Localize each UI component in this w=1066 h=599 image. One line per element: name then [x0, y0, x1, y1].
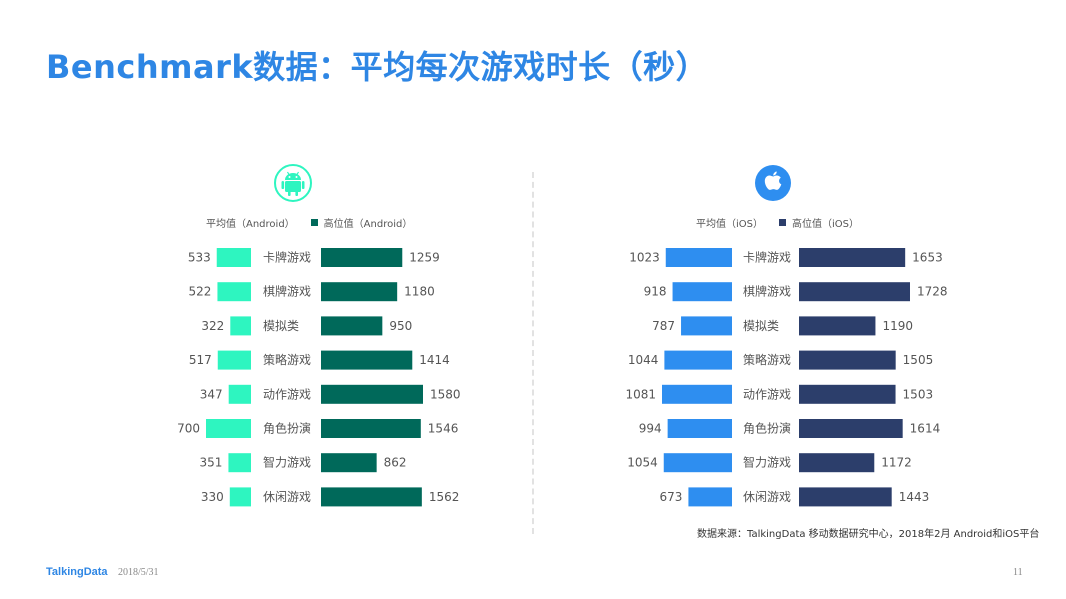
- category-label: 休闲游戏: [743, 490, 791, 504]
- category-label: 动作游戏: [263, 387, 311, 401]
- category-label: 智力游戏: [263, 455, 311, 470]
- bar-high: [321, 453, 377, 473]
- data-label-high: 1190: [882, 319, 913, 333]
- chart-android: [206, 248, 423, 507]
- bar-avg: [229, 487, 251, 507]
- data-label-avg: 330: [201, 490, 224, 504]
- bar-high: [321, 316, 383, 336]
- data-source-note: 数据来源：TalkingData 移动数据研究中心，2018年2月 Androi…: [697, 529, 1040, 540]
- data-label-avg: 533: [188, 251, 211, 265]
- bar-avg: [217, 282, 251, 302]
- legend-ios: 平均值（iOS） 高位值（iOS）: [696, 215, 859, 230]
- bar-avg: [663, 453, 732, 473]
- data-label-avg: 994: [639, 422, 662, 436]
- data-label-avg: 351: [200, 456, 223, 470]
- page-title: Benchmark数据：平均每次游戏时长（秒）: [46, 48, 709, 86]
- data-label-high: 1614: [910, 422, 941, 436]
- bar-avg: [216, 248, 251, 267]
- chart-ios: [662, 248, 910, 507]
- android-icon: [274, 164, 312, 202]
- legend-item-ios-high: 高位值（iOS）: [792, 219, 859, 230]
- data-label-avg: 517: [189, 353, 212, 367]
- data-label-avg: 1054: [627, 456, 658, 470]
- data-label-avg: 1023: [629, 251, 660, 265]
- data-label-high: 1728: [917, 285, 948, 299]
- bar-avg: [665, 248, 732, 267]
- bar-high: [799, 316, 876, 336]
- data-label-high: 950: [389, 319, 412, 333]
- bar-avg: [681, 316, 732, 336]
- data-label-avg: 673: [660, 490, 683, 504]
- bar-high: [799, 248, 906, 267]
- legend-item-ios-avg: 平均值（iOS）: [696, 219, 763, 230]
- panel-divider: [532, 172, 534, 534]
- category-label: 卡牌游戏: [743, 251, 791, 265]
- category-label: 棋牌游戏: [263, 285, 311, 299]
- category-label: 智力游戏: [743, 455, 791, 470]
- data-label-high: 1562: [429, 490, 460, 504]
- data-label-high: 862: [384, 456, 407, 470]
- bar-high: [799, 384, 896, 404]
- category-label: 模拟类: [743, 319, 779, 333]
- data-label-high: 1505: [903, 353, 934, 367]
- data-label-high: 1414: [419, 353, 450, 367]
- footer-date: 2018/5/31: [118, 567, 159, 578]
- data-label-high: 1172: [881, 456, 912, 470]
- data-label-avg: 322: [201, 319, 224, 333]
- bar-avg: [667, 419, 732, 438]
- category-label: 卡牌游戏: [263, 251, 311, 265]
- bar-avg: [206, 419, 251, 438]
- bar-high: [321, 282, 398, 302]
- legend-android: 平均值（Android） 高位值（Android）: [206, 215, 412, 230]
- bar-high: [799, 487, 892, 507]
- data-label-high: 1503: [903, 387, 934, 401]
- data-label-high: 1443: [899, 490, 930, 504]
- bar-high: [321, 419, 421, 438]
- data-label-avg: 1044: [628, 353, 659, 367]
- data-label-high: 1580: [430, 387, 461, 401]
- bar-avg: [217, 350, 251, 370]
- legend-swatch-ios-high: [779, 219, 786, 226]
- bar-avg: [228, 384, 251, 404]
- bar-high: [799, 282, 910, 302]
- apple-icon: [755, 165, 791, 201]
- category-label: 动作游戏: [743, 387, 791, 401]
- legend-item-android-avg: 平均值（Android）: [206, 219, 295, 230]
- category-label: 棋牌游戏: [743, 285, 791, 299]
- data-label-high: 1653: [912, 251, 943, 265]
- data-label-high: 1259: [409, 251, 440, 265]
- category-label: 策略游戏: [743, 352, 791, 367]
- bar-high: [799, 419, 903, 438]
- category-label: 模拟类: [263, 319, 299, 333]
- legend-item-android-high: 高位值（Android）: [323, 219, 413, 230]
- bar-high: [321, 350, 413, 370]
- category-label: 角色扮演: [263, 421, 311, 436]
- data-label-high: 1180: [404, 285, 435, 299]
- category-label: 休闲游戏: [263, 490, 311, 504]
- bar-avg: [688, 487, 732, 507]
- data-label-high: 1546: [428, 422, 459, 436]
- bar-avg: [672, 282, 732, 302]
- bar-high: [799, 350, 896, 370]
- data-label-avg: 1081: [625, 387, 656, 401]
- data-label-avg: 700: [177, 422, 200, 436]
- bar-high: [321, 384, 423, 404]
- bar-high: [799, 453, 875, 473]
- data-label-avg: 787: [652, 319, 675, 333]
- bar-avg: [662, 384, 732, 404]
- bar-high: [321, 248, 403, 267]
- category-label: 角色扮演: [743, 421, 791, 436]
- legend-swatch-android-high: [310, 219, 318, 226]
- footer-logo: TalkingData: [46, 566, 108, 578]
- bar-avg: [230, 316, 251, 336]
- page-number: 11: [1013, 567, 1023, 578]
- bar-high: [321, 487, 422, 507]
- data-label-avg: 347: [200, 387, 223, 401]
- data-label-avg: 918: [644, 285, 667, 299]
- category-label: 策略游戏: [263, 352, 311, 367]
- data-label-avg: 522: [189, 285, 212, 299]
- bar-avg: [228, 453, 251, 473]
- bar-avg: [664, 350, 732, 370]
